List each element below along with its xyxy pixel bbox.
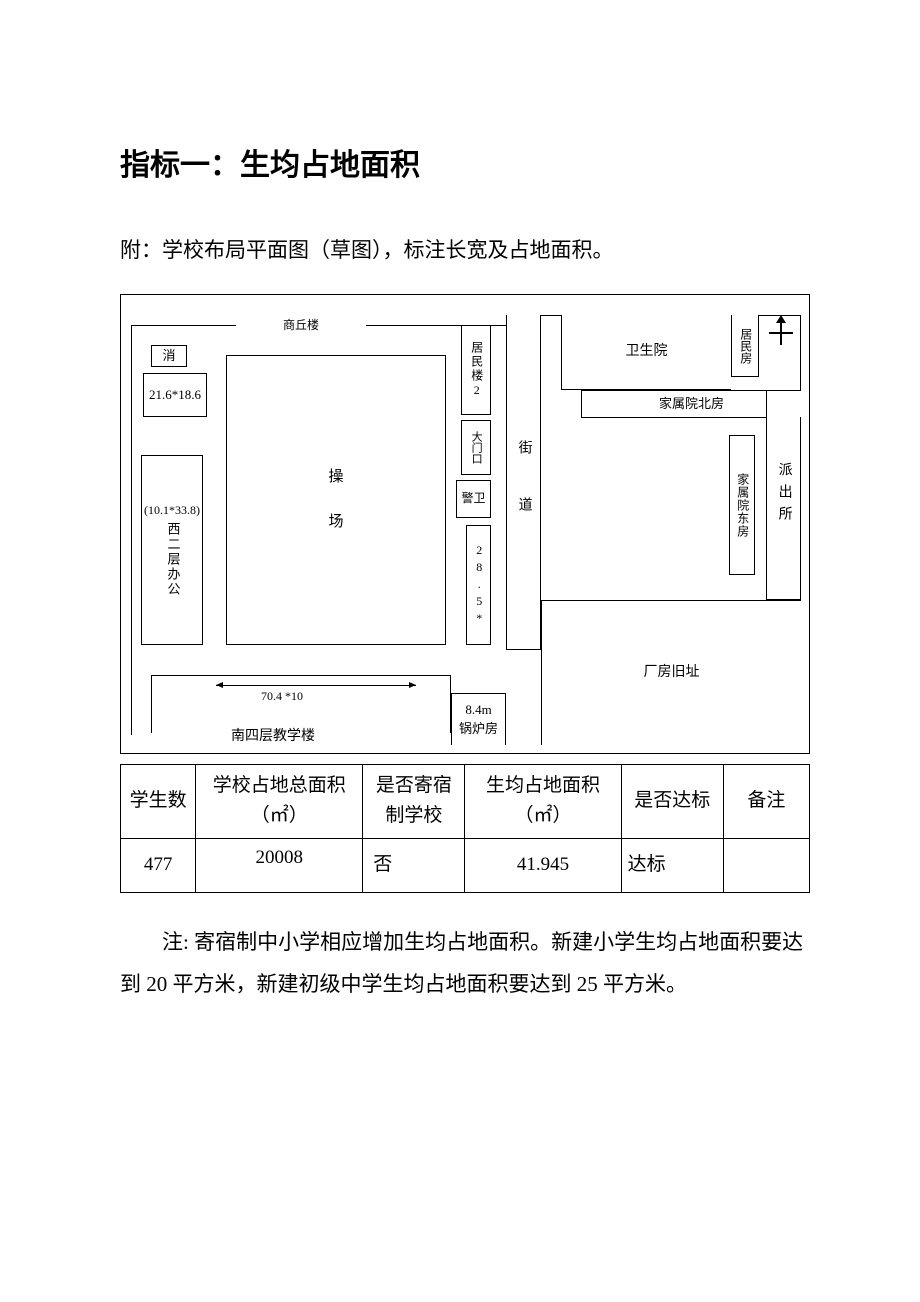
page-subtitle: 附：学校布局平面图（草图），标注长宽及占地面积。 bbox=[120, 234, 810, 264]
th-students: 学生数 bbox=[121, 765, 196, 839]
floor-plan: 商丘楼 消 21.6*18.6 (10.1*33.8) 西二层办公 操 场 居民… bbox=[120, 294, 810, 754]
street-label: 街 道 bbox=[514, 440, 532, 525]
west-office-dims: (10.1*33.8) bbox=[144, 503, 200, 519]
boiler-label: 锅炉房 bbox=[459, 720, 498, 738]
plan-residential-2: 居民楼2 bbox=[461, 325, 491, 415]
th-total-area: 学校占地总面积（㎡） bbox=[196, 765, 363, 839]
plan-big-gate: 大门口 bbox=[461, 420, 491, 475]
plan-west-office: (10.1*33.8) 西二层办公 bbox=[141, 455, 203, 645]
boiler-dim: 8.4m bbox=[465, 701, 491, 719]
td-per-area: 41.945 bbox=[465, 838, 621, 892]
th-pass: 是否达标 bbox=[621, 765, 723, 839]
arrow-dim-label: 70.4 *10 bbox=[261, 689, 303, 704]
compass-icon bbox=[769, 321, 793, 345]
police-label: 派出所 bbox=[774, 462, 792, 528]
td-students: 477 bbox=[121, 838, 196, 892]
plan-hospital: 卫生院 bbox=[561, 315, 731, 390]
plan-top-label: 商丘楼 bbox=[236, 318, 366, 334]
plan-family-east: 家属院东房 bbox=[729, 435, 755, 575]
th-remark: 备注 bbox=[723, 765, 809, 839]
plan-xiao-box: 消 bbox=[151, 345, 187, 367]
table-header-row: 学生数 学校占地总面积（㎡） 是否寄宿制学校 生均占地面积（㎡） 是否达标 备注 bbox=[121, 765, 810, 839]
plan-street: 街 道 bbox=[506, 315, 541, 650]
td-remark bbox=[723, 838, 809, 892]
plan-dims-box: 21.6*18.6 bbox=[143, 373, 207, 417]
plan-residents-right: 居民房 bbox=[731, 315, 759, 377]
plan-col-285: 28.5* bbox=[466, 525, 491, 645]
col-285-label: 28.5* bbox=[471, 543, 487, 628]
td-total-area: 20008 bbox=[196, 838, 363, 892]
family-east-label: 家属院东房 bbox=[734, 473, 750, 538]
page-title: 指标一：生均占地面积 bbox=[120, 140, 810, 184]
th-boarding: 是否寄宿制学校 bbox=[363, 765, 465, 839]
td-boarding: 否 bbox=[363, 838, 465, 892]
residential-2-label: 居民楼2 bbox=[468, 341, 484, 399]
south-building-label: 南四层教学楼 bbox=[231, 725, 315, 745]
plan-police: 派出所 bbox=[766, 390, 800, 600]
residents-right-label: 居民房 bbox=[737, 328, 753, 364]
summary-table: 学生数 学校占地总面积（㎡） 是否寄宿制学校 生均占地面积（㎡） 是否达标 备注… bbox=[120, 764, 810, 893]
plan-guard: 警卫 bbox=[456, 480, 491, 518]
west-office-label: 西二层办公 bbox=[164, 522, 181, 597]
plan-boiler: 8.4m 锅炉房 bbox=[451, 693, 506, 745]
plan-factory: 厂房旧址 bbox=[541, 600, 801, 745]
dim-arrow bbox=[216, 685, 416, 686]
footnote: 注: 寄宿制中小学相应增加生均占地面积。新建小学生均占地面积要达到 20 平方米… bbox=[120, 921, 810, 1005]
table-row: 477 20008 否 41.945 达标 bbox=[121, 838, 810, 892]
plan-playground: 操 场 bbox=[226, 355, 446, 645]
td-pass: 达标 bbox=[621, 838, 723, 892]
th-per-area: 生均占地面积（㎡） bbox=[465, 765, 621, 839]
big-gate-label: 大门口 bbox=[469, 431, 483, 464]
